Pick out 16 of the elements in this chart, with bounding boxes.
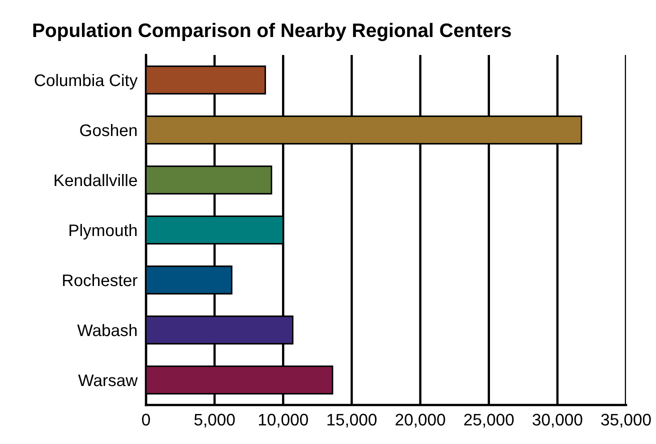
x-tick-label: 0 bbox=[142, 414, 150, 426]
x-tick-label: 35,000 bbox=[601, 414, 651, 428]
x-tick-label: 30,000 bbox=[532, 414, 582, 428]
x-tick-label: 20,000 bbox=[396, 414, 446, 428]
x-tick-label: 10,000 bbox=[258, 414, 308, 428]
x-tick-label: 5,000 bbox=[194, 414, 235, 428]
y-tick-label: Warsaw bbox=[78, 374, 138, 386]
y-tick-label: Rochester bbox=[63, 274, 138, 286]
x-tick-label: 25,000 bbox=[464, 414, 514, 428]
chart-title: Population Comparison of Nearby Regional Centers bbox=[33, 22, 511, 42]
y-tick-label: Kendallville bbox=[54, 174, 137, 186]
y-tick-label: Wabash bbox=[77, 324, 137, 336]
y-tick-label: Plymouth bbox=[70, 224, 137, 240]
x-tick-label: 15,000 bbox=[328, 414, 377, 428]
y-tick-label: Columbia City bbox=[34, 74, 138, 90]
y-tick-label: Goshen bbox=[80, 124, 137, 136]
